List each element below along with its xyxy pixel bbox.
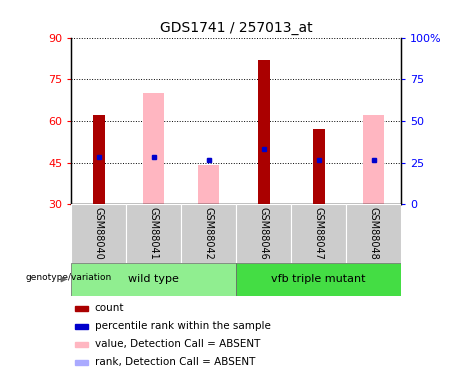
Bar: [363, 116, 384, 204]
Text: wild type: wild type: [129, 274, 179, 284]
FancyBboxPatch shape: [181, 204, 236, 262]
Bar: [93, 116, 105, 204]
FancyBboxPatch shape: [236, 204, 291, 262]
Text: count: count: [95, 303, 124, 313]
Title: GDS1741 / 257013_at: GDS1741 / 257013_at: [160, 21, 313, 35]
FancyBboxPatch shape: [71, 204, 126, 262]
FancyBboxPatch shape: [126, 204, 181, 262]
Text: value, Detection Call = ABSENT: value, Detection Call = ABSENT: [95, 339, 260, 350]
Text: GSM88042: GSM88042: [204, 207, 214, 260]
Bar: [258, 60, 270, 204]
FancyBboxPatch shape: [236, 262, 401, 296]
Text: GSM88048: GSM88048: [369, 207, 378, 260]
Text: vfb triple mutant: vfb triple mutant: [272, 274, 366, 284]
FancyBboxPatch shape: [71, 262, 236, 296]
FancyBboxPatch shape: [291, 204, 346, 262]
Bar: [143, 93, 164, 204]
Text: GSM88041: GSM88041: [149, 207, 159, 260]
FancyBboxPatch shape: [346, 204, 401, 262]
Text: GSM88046: GSM88046: [259, 207, 269, 260]
Text: percentile rank within the sample: percentile rank within the sample: [95, 321, 271, 332]
Bar: [75, 342, 88, 347]
Bar: [75, 306, 88, 311]
Text: genotype/variation: genotype/variation: [25, 273, 111, 282]
Text: GSM88040: GSM88040: [94, 207, 104, 260]
Bar: [75, 360, 88, 365]
Text: rank, Detection Call = ABSENT: rank, Detection Call = ABSENT: [95, 357, 255, 368]
Text: GSM88047: GSM88047: [313, 207, 324, 260]
Bar: [198, 165, 219, 204]
Bar: [313, 129, 325, 204]
Bar: [75, 324, 88, 329]
